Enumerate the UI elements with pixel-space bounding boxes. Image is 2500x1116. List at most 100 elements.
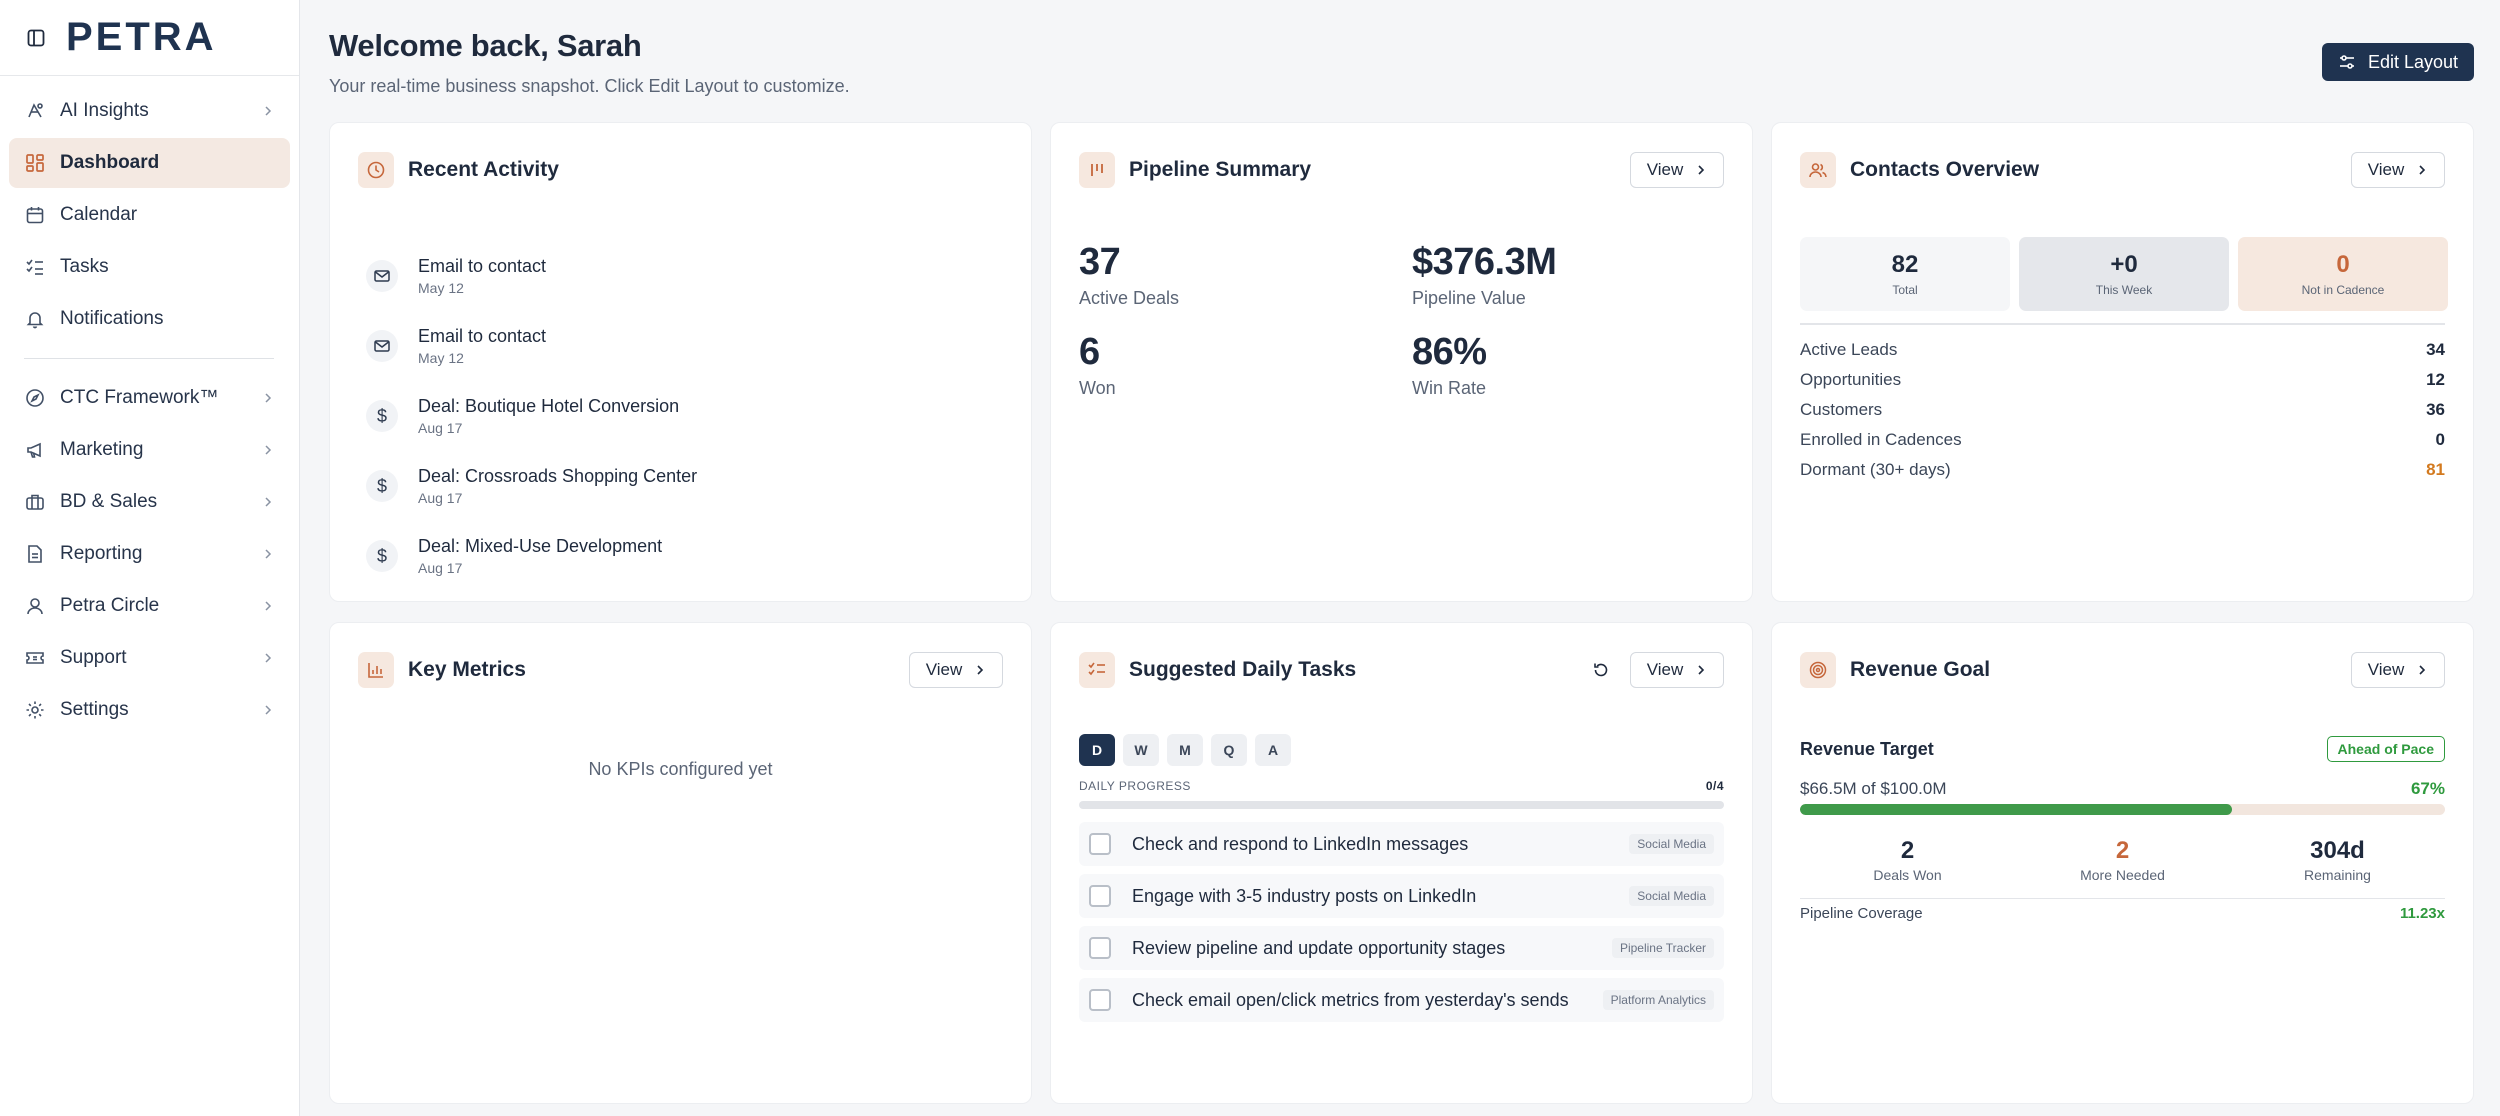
stat-deals-won: 2 Deals Won bbox=[1800, 837, 2015, 883]
sidebar-item-settings[interactable]: Settings bbox=[9, 685, 290, 735]
card-header: Key Metrics View bbox=[358, 651, 1003, 689]
tile-total[interactable]: 82 Total bbox=[1800, 237, 2010, 311]
pipeline-summary-card: Pipeline Summary View 37 Active Deals $37… bbox=[1050, 122, 1753, 602]
edit-layout-button[interactable]: Edit Layout bbox=[2322, 43, 2474, 81]
revenue-progress-bar bbox=[1800, 804, 2445, 815]
petra-logo[interactable]: PETRA bbox=[66, 15, 217, 59]
row-label: Opportunities bbox=[1800, 370, 1902, 389]
period-tab-m[interactable]: M bbox=[1167, 734, 1203, 766]
tile-this-week[interactable]: +0 This Week bbox=[2019, 237, 2229, 311]
list-item: Active Leads 34 bbox=[1800, 335, 2445, 365]
sidebar-item-reporting[interactable]: Reporting bbox=[9, 529, 290, 579]
activity-title: Deal: Mixed-Use Development bbox=[418, 536, 663, 556]
view-button[interactable]: View bbox=[909, 652, 1003, 688]
stat-won: 6 Won bbox=[1079, 331, 1412, 399]
card-header: Pipeline Summary View bbox=[1079, 151, 1724, 189]
clock-icon bbox=[358, 152, 394, 188]
card-title: Pipeline Summary bbox=[1129, 158, 1312, 181]
sidebar-item-ctc-framework[interactable]: CTC Framework™ bbox=[9, 373, 290, 423]
dollar-icon: $ bbox=[366, 400, 398, 432]
view-label: View bbox=[2367, 160, 2405, 179]
row-value: 0 bbox=[2435, 430, 2445, 449]
period-tab-a[interactable]: A bbox=[1255, 734, 1291, 766]
list-item[interactable]: Email to contact May 12 bbox=[366, 311, 697, 381]
sidebar-item-marketing[interactable]: Marketing bbox=[9, 425, 290, 475]
view-label: View bbox=[1646, 660, 1684, 679]
card-title: Key Metrics bbox=[408, 658, 526, 681]
chevron-right-icon bbox=[261, 391, 275, 405]
daily-progress-bar bbox=[1079, 801, 1724, 809]
task-checkbox[interactable] bbox=[1089, 989, 1111, 1011]
tile-value: 0 bbox=[2336, 251, 2350, 278]
sidebar-item-tasks[interactable]: Tasks bbox=[9, 242, 290, 292]
dashboard-grid-icon bbox=[24, 152, 46, 174]
list-item[interactable]: $ Deal: Crossroads Shopping Center Aug 17 bbox=[366, 451, 697, 521]
row-label: Customers bbox=[1800, 400, 1883, 419]
chevron-right-icon bbox=[977, 665, 984, 675]
chevron-right-icon bbox=[261, 651, 275, 665]
revenue-target-label: Revenue Target bbox=[1800, 738, 1934, 759]
stat-pipeline-value: $376.3M Pipeline Value bbox=[1412, 241, 1729, 309]
period-tab-w[interactable]: W bbox=[1123, 734, 1159, 766]
view-button[interactable]: View bbox=[2351, 152, 2445, 188]
sidebar-item-label: Settings bbox=[60, 699, 129, 720]
sliders-icon bbox=[2339, 55, 2354, 69]
task-checkbox[interactable] bbox=[1089, 885, 1111, 907]
tile-not-in-cadence[interactable]: 0 Not in Cadence bbox=[2238, 237, 2448, 311]
list-item[interactable]: Email to contact May 12 bbox=[366, 241, 697, 311]
view-button[interactable]: View bbox=[1630, 652, 1724, 688]
compass-icon bbox=[24, 387, 46, 409]
activity-title: Deal: Crossroads Shopping Center bbox=[418, 466, 698, 486]
sidebar-item-label: Dashboard bbox=[60, 152, 160, 173]
target-icon bbox=[1800, 652, 1836, 688]
task-text: Engage with 3-5 industry posts on Linked… bbox=[1132, 885, 1477, 906]
chevron-right-icon bbox=[2419, 665, 2426, 675]
progress-label: DAILY PROGRESS bbox=[1079, 779, 1191, 793]
dollar-icon: $ bbox=[366, 470, 398, 502]
sidebar-item-dashboard[interactable]: Dashboard bbox=[9, 138, 290, 188]
chevron-right-icon bbox=[261, 547, 275, 561]
sidebar-item-bd-sales[interactable]: BD & Sales bbox=[9, 477, 290, 527]
task-checkbox[interactable] bbox=[1089, 937, 1111, 959]
nav-divider bbox=[24, 358, 274, 359]
revenue-progress-row: $66.5M of $100.0M 67% bbox=[1800, 779, 2445, 799]
sidebar-item-calendar[interactable]: Calendar bbox=[9, 190, 290, 240]
refresh-icon[interactable] bbox=[1586, 655, 1616, 685]
kanban-icon bbox=[1079, 152, 1115, 188]
briefcase-icon bbox=[24, 491, 46, 513]
divider bbox=[1800, 323, 2445, 325]
edit-layout-label: Edit Layout bbox=[2367, 51, 2459, 72]
sidebar-item-label: AI Insights bbox=[60, 100, 149, 121]
chevron-right-icon bbox=[261, 104, 275, 118]
sidebar-nav: AI Insights Dashboard Calendar Tasks bbox=[0, 76, 299, 747]
list-item[interactable]: $ Deal: Boutique Hotel Conversion Aug 17 bbox=[366, 381, 697, 451]
sidebar-item-support[interactable]: Support bbox=[9, 633, 290, 683]
sidebar-item-ai-insights[interactable]: AI Insights bbox=[9, 86, 290, 136]
sidebar-item-notifications[interactable]: Notifications bbox=[9, 294, 290, 344]
list-item[interactable]: $ Deal: Mixed-Use Development Aug 17 bbox=[366, 521, 697, 591]
megaphone-icon bbox=[24, 439, 46, 461]
task-tag: Social Media bbox=[1629, 886, 1714, 906]
view-label: View bbox=[1646, 160, 1684, 179]
stat-label: Remaining bbox=[2304, 867, 2371, 883]
recent-activity-card: Recent Activity Email to contact May 12 E… bbox=[329, 122, 1032, 602]
stat-win-rate: 86% Win Rate bbox=[1412, 331, 1729, 399]
ticket-icon bbox=[24, 647, 46, 669]
chevron-right-icon bbox=[2419, 165, 2426, 175]
bar-chart-icon bbox=[358, 652, 394, 688]
suggested-tasks-card: Suggested Daily Tasks View D W M Q A DAI… bbox=[1050, 622, 1753, 1104]
task-checkbox[interactable] bbox=[1089, 833, 1111, 855]
period-tab-d[interactable]: D bbox=[1079, 734, 1115, 766]
period-selector: D W M Q A bbox=[1079, 734, 1291, 766]
view-button[interactable]: View bbox=[1630, 152, 1724, 188]
sidebar-toggle-icon[interactable] bbox=[26, 28, 46, 48]
sidebar-item-petra-circle[interactable]: Petra Circle bbox=[9, 581, 290, 631]
sidebar-item-label: BD & Sales bbox=[60, 491, 158, 512]
stat-active-deals: 37 Active Deals bbox=[1079, 241, 1412, 309]
view-button[interactable]: View bbox=[2351, 652, 2445, 688]
sidebar: PETRA AI Insights Dashboard Calendar bbox=[0, 0, 300, 1116]
card-header: Contacts Overview View bbox=[1800, 151, 2445, 189]
chevron-right-icon bbox=[1698, 665, 1705, 675]
period-tab-q[interactable]: Q bbox=[1211, 734, 1247, 766]
card-header: Revenue Goal View bbox=[1800, 651, 2445, 689]
